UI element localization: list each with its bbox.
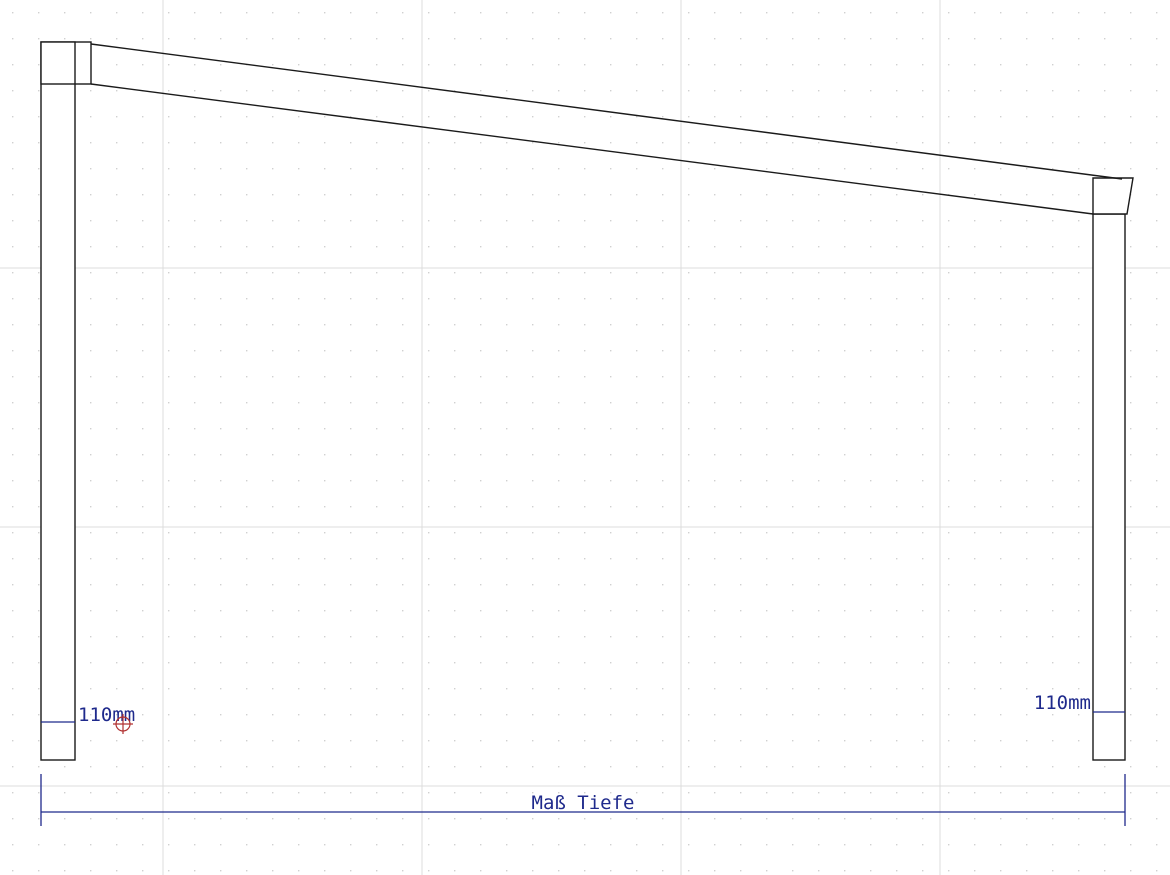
right-post-head	[1092, 177, 1134, 215]
beam-bottom-edge	[90, 83, 1094, 215]
left-post-body	[40, 41, 76, 761]
right-post-width-label: 110mm	[1034, 692, 1091, 714]
left-post-width-label: 110mm	[78, 704, 135, 726]
crosshair-cursor-icon	[113, 714, 133, 734]
left-post[interactable]	[40, 41, 92, 761]
right-post[interactable]	[1092, 177, 1134, 761]
left-post-head	[40, 41, 92, 85]
sloped-beam[interactable]	[90, 43, 1123, 215]
right-post-body	[1092, 213, 1126, 761]
beam-top-edge	[90, 43, 1123, 180]
depth-dimension[interactable]: Maß Tiefe	[40, 774, 1126, 826]
depth-dimension-label: Maß Tiefe	[532, 792, 635, 814]
